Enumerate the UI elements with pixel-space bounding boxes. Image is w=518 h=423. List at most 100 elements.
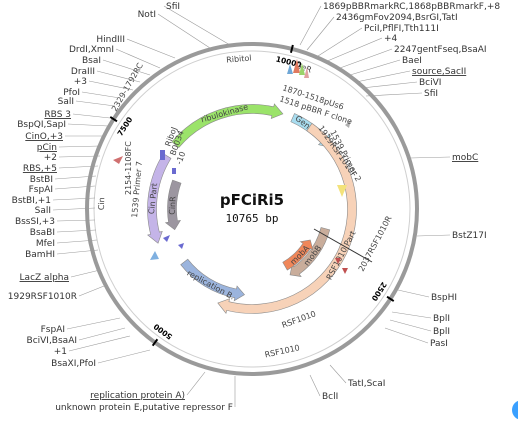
restriction-site-label[interactable]: HindIII: [96, 35, 125, 45]
site-leader: [56, 219, 96, 222]
site-leader: [309, 374, 321, 397]
restriction-site-label[interactable]: NotI: [138, 10, 156, 20]
site-leader: [52, 197, 96, 201]
site-leader: [75, 100, 116, 107]
site-leader: [97, 349, 151, 364]
restriction-site-label[interactable]: mobC: [452, 153, 478, 163]
primer-marker: [337, 185, 347, 197]
restriction-site-label[interactable]: PfoI: [63, 88, 80, 98]
restriction-site-label[interactable]: source,SacII: [412, 67, 466, 77]
site-leader: [317, 27, 363, 57]
site-leader: [54, 175, 97, 180]
site-leader: [126, 38, 176, 59]
inner-feature-label: -10: [174, 150, 187, 165]
backbone-outer-ring: [85, 42, 419, 376]
restriction-site-label[interactable]: CinO,+3: [25, 132, 63, 142]
restriction-site-label[interactable]: SalI: [58, 97, 74, 107]
restriction-site-label[interactable]: RBS,+5: [23, 164, 57, 174]
feature-arrow[interactable]: [171, 103, 284, 149]
restriction-site-label[interactable]: 2247gentFseq,BsaAI: [394, 45, 487, 55]
region-label: Cin: [97, 197, 106, 210]
site-leader: [66, 317, 121, 330]
restriction-site-label[interactable]: SalI: [35, 206, 51, 216]
restriction-site-label[interactable]: BsaI: [82, 56, 101, 66]
tick-label: 2500: [370, 280, 389, 302]
primer-marker: [150, 251, 159, 260]
restriction-site-label[interactable]: BsaBI: [30, 228, 55, 238]
site-leader: [339, 48, 393, 69]
restriction-site-label[interactable]: unknown protein E,putative repressor F: [55, 403, 233, 413]
restriction-site-label[interactable]: BstBI: [30, 175, 53, 185]
site-leader: [163, 5, 231, 46]
restriction-site-label[interactable]: BaeI: [402, 56, 422, 66]
site-leader: [365, 92, 423, 97]
restriction-site-label[interactable]: BciVI: [419, 78, 441, 88]
scroll-indicator[interactable]: [512, 400, 518, 420]
restriction-site-label[interactable]: MfeI: [36, 239, 55, 249]
restriction-site-label[interactable]: TatI,ScaI: [347, 379, 385, 389]
site-leader: [70, 269, 101, 278]
site-leader: [54, 185, 96, 190]
backbone-inner-ring: [93, 50, 411, 368]
site-leader: [186, 371, 206, 396]
restriction-site-label[interactable]: BstBI,+1: [12, 196, 51, 206]
restriction-site-label[interactable]: FspAI: [41, 325, 65, 335]
restriction-site-label[interactable]: SfiI: [166, 2, 180, 12]
restriction-site-label[interactable]: BclI: [322, 392, 338, 402]
feature-arrow[interactable]: [180, 258, 245, 302]
tick-mark: [151, 338, 159, 347]
restriction-site-label[interactable]: BspHI: [431, 293, 457, 303]
restriction-site-label[interactable]: BciVI,BsaAI: [27, 336, 77, 346]
restriction-site-label[interactable]: pCin: [37, 143, 57, 153]
site-leader: [78, 285, 105, 297]
restriction-site-label[interactable]: BplI: [433, 314, 450, 324]
restriction-site-label[interactable]: BplI: [433, 327, 450, 337]
restriction-site-label[interactable]: +2: [44, 153, 57, 163]
restriction-site-label[interactable]: replication protein A): [90, 391, 185, 401]
restriction-site-label[interactable]: 1869pBBRmarkRC,1868pBBRmarkF,+8: [323, 2, 500, 12]
site-leader-lines: [52, 5, 451, 407]
primer-marker: [342, 268, 348, 274]
restriction-site-label[interactable]: +3: [74, 77, 87, 87]
restriction-site-label[interactable]: PasI: [430, 339, 448, 349]
riboj-marker: [160, 150, 165, 160]
feature-arrow[interactable]: [147, 153, 172, 244]
restriction-site-label[interactable]: +1: [54, 347, 67, 357]
site-leader: [409, 156, 451, 159]
restriction-site-label[interactable]: BstZ17I: [452, 231, 487, 241]
site-leader: [157, 13, 211, 49]
feature-arrow[interactable]: [289, 227, 331, 277]
site-leader: [389, 319, 432, 332]
restriction-site-label[interactable]: +4: [384, 34, 398, 44]
site-leader: [58, 155, 101, 158]
restriction-site-label[interactable]: LacZ alpha: [20, 273, 69, 283]
restriction-site-label[interactable]: BspQI,SapI: [17, 120, 66, 130]
feature-arrow[interactable]: [217, 122, 357, 314]
primer-marker: [299, 63, 305, 75]
restriction-site-label[interactable]: DrdI,XmnI: [69, 45, 114, 55]
site-leader: [58, 165, 99, 169]
small-feature-markers: [113, 59, 373, 274]
primer-marker: [163, 235, 170, 242]
tick-label: 7500: [115, 115, 134, 137]
feature-arrow[interactable]: [164, 179, 182, 231]
site-leader: [299, 5, 322, 46]
feature-label: CinR: [168, 196, 178, 215]
feature-arrow[interactable]: [282, 239, 314, 271]
restriction-site-label[interactable]: FspAI: [29, 185, 53, 195]
feature-label: Cin Part: [147, 183, 159, 215]
restriction-site-label[interactable]: BamHI: [25, 250, 55, 260]
primer-marker: [335, 258, 341, 264]
restriction-site-label[interactable]: PciI,PflFI,Tth111I: [364, 24, 439, 34]
restriction-site-label[interactable]: SfiI: [424, 89, 438, 99]
restriction-site-label[interactable]: BssSI,+3: [15, 217, 55, 227]
site-leader: [58, 145, 101, 148]
restriction-site-label[interactable]: 1929RSF1010R: [8, 292, 77, 302]
restriction-site-label[interactable]: 2436gmFov2094,BsrGI,TatI: [336, 13, 458, 23]
primer-marker: [113, 156, 123, 164]
site-leader: [306, 16, 335, 51]
restriction-site-label[interactable]: BsaXI,PfoI: [51, 359, 96, 369]
restriction-site-label[interactable]: DraIII: [71, 67, 95, 77]
restriction-site-label[interactable]: RBS 3: [44, 110, 71, 120]
